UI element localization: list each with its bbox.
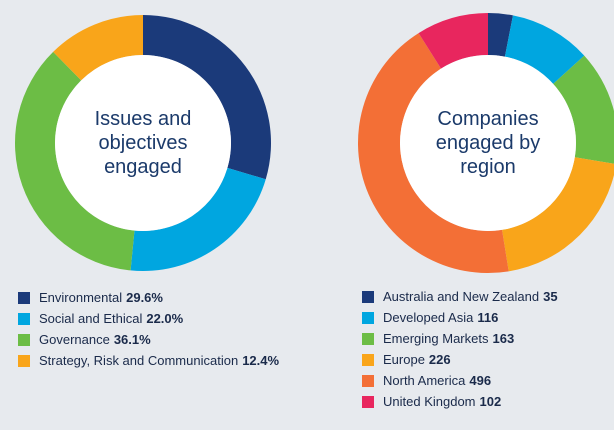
legend-value: 12.4% bbox=[242, 353, 280, 368]
legend-label: Environmental bbox=[39, 290, 123, 305]
donut-segment bbox=[143, 15, 271, 180]
legend-row: United Kingdom 102 bbox=[362, 391, 558, 412]
legend: Australia and New Zealand 35 Developed Asi… bbox=[362, 286, 558, 412]
legend-value: 29.6% bbox=[126, 290, 163, 305]
donut-segment bbox=[418, 13, 488, 69]
legend-swatch bbox=[362, 353, 374, 366]
legend-row: Strategy, Risk and Communication 12.4% bbox=[18, 350, 279, 371]
legend-row: Environmental 29.6% bbox=[18, 287, 279, 308]
legend: Environmental 29.6% Social and Ethical 22.0… bbox=[18, 287, 279, 371]
legend-swatch bbox=[18, 312, 30, 325]
legend-row: Developed Asia 116 bbox=[362, 307, 558, 328]
legend-row: Governance 36.1% bbox=[18, 329, 279, 350]
donut-segment bbox=[553, 55, 614, 164]
donut-segment bbox=[14, 51, 135, 271]
legend-swatch bbox=[362, 332, 374, 345]
legend-swatch bbox=[362, 311, 374, 324]
legend-row: North America 496 bbox=[362, 370, 558, 391]
legend-label: Europe bbox=[383, 352, 425, 367]
legend-value: 226 bbox=[428, 352, 451, 367]
legend-row: Australia and New Zealand 35 bbox=[362, 286, 558, 307]
legend-value: 22.0% bbox=[146, 311, 184, 326]
legend-swatch bbox=[18, 333, 30, 346]
donut-segment bbox=[488, 13, 513, 57]
legend-value: 496 bbox=[469, 373, 492, 388]
center-title: Issues and objectives engaged bbox=[94, 108, 192, 178]
donut-segment bbox=[502, 157, 614, 272]
legend-value: 116 bbox=[477, 310, 499, 325]
legend-label: Social and Ethical bbox=[39, 311, 143, 326]
legend-row: Europe 226 bbox=[362, 349, 558, 370]
legend-label: Governance bbox=[39, 332, 110, 347]
donut-segment bbox=[357, 33, 509, 273]
center-title: Companies engaged by region bbox=[435, 108, 541, 178]
donut-segment bbox=[130, 167, 266, 271]
legend-label: Emerging Markets bbox=[383, 331, 489, 346]
legend-label: Strategy, Risk and Communication bbox=[39, 353, 239, 368]
legend-swatch bbox=[362, 395, 374, 408]
legend-value: 102 bbox=[479, 394, 502, 409]
donut-segment bbox=[504, 15, 585, 84]
legend-label: Developed Asia bbox=[383, 310, 474, 325]
legend-label: North America bbox=[383, 373, 466, 388]
legend-row: Emerging Markets 163 bbox=[362, 328, 558, 349]
donut-hole bbox=[400, 55, 576, 231]
legend-swatch bbox=[18, 291, 30, 304]
legend-swatch bbox=[362, 374, 374, 387]
legend-row: Social and Ethical 22.0% bbox=[18, 308, 279, 329]
legend-value: 163 bbox=[492, 331, 515, 346]
legend-swatch bbox=[362, 290, 374, 303]
legend-label: United Kingdom bbox=[383, 394, 476, 409]
donut-segment bbox=[53, 15, 144, 81]
legend-value: 36.1% bbox=[113, 332, 151, 347]
donut-hole bbox=[55, 55, 231, 231]
legend-swatch bbox=[18, 354, 30, 367]
legend-label: Australia and New Zealand bbox=[383, 289, 540, 304]
legend-value: 35 bbox=[543, 289, 558, 304]
